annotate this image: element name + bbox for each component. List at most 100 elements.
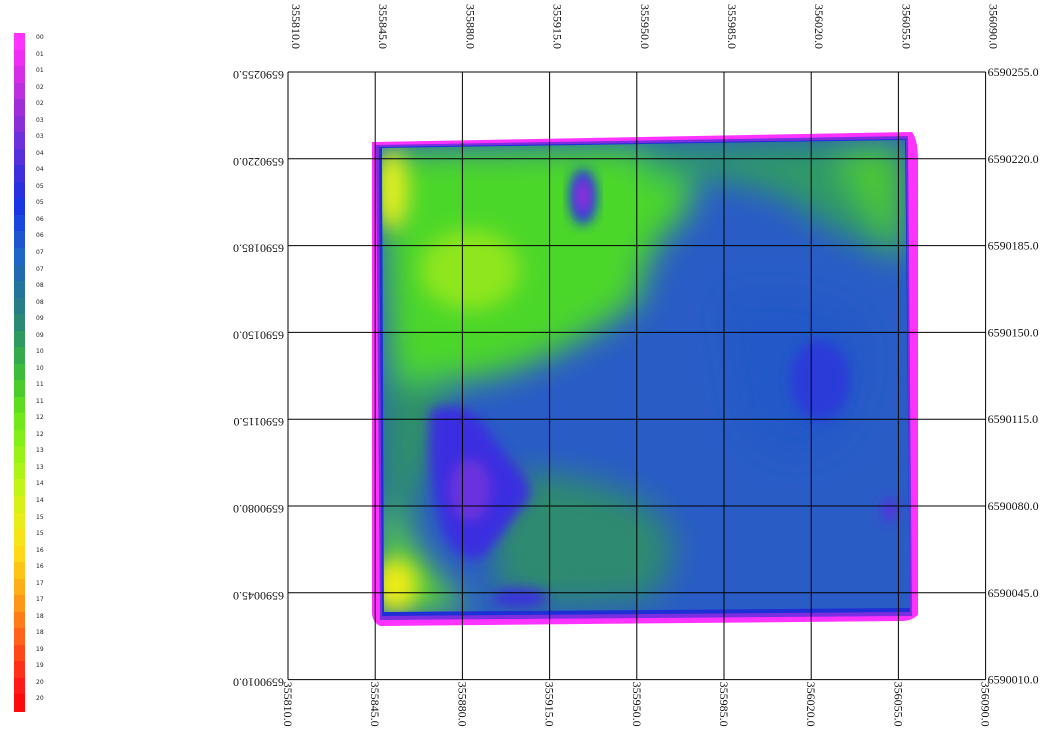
y-tick-label-left: 6590010.0 bbox=[233, 676, 284, 690]
legend-swatch bbox=[14, 165, 25, 183]
legend-swatch bbox=[14, 578, 25, 596]
legend-label: 03 bbox=[36, 133, 44, 141]
legend-label: 11 bbox=[36, 381, 44, 389]
legend-label: 01 bbox=[36, 50, 44, 58]
legend-label: 05 bbox=[36, 182, 44, 190]
legend-swatch bbox=[14, 148, 25, 166]
legend-swatch bbox=[14, 545, 25, 563]
color-legend: 00 01 01 02 02 03 03 04 04 05 05 06 06 07 07 08 08 09 09 10… bbox=[14, 33, 54, 712]
legend-label: 15 bbox=[36, 530, 44, 538]
legend-label: 17 bbox=[36, 596, 44, 604]
legend-label: 20 bbox=[36, 678, 44, 686]
x-tick-label-bottom: 355985.0 bbox=[717, 682, 731, 727]
legend-swatch bbox=[14, 214, 25, 233]
legend-label: 02 bbox=[36, 100, 44, 108]
y-tick-label-left: 6590185.0 bbox=[233, 242, 284, 256]
x-tick-label-bottom: 355950.0 bbox=[630, 682, 644, 727]
legend-swatch bbox=[14, 363, 25, 381]
y-tick-label-right: 6590255.0 bbox=[988, 65, 1039, 79]
y-tick-label-left: 6590115.0 bbox=[233, 415, 284, 429]
y-tick-label-left: 6590150.0 bbox=[233, 328, 284, 342]
legend-swatch bbox=[14, 330, 25, 348]
legend-swatch bbox=[14, 247, 25, 266]
legend-swatch bbox=[14, 661, 25, 679]
x-tick-label-top: 355915.0 bbox=[551, 4, 565, 49]
legend-swatch bbox=[14, 595, 25, 613]
legend-label: 09 bbox=[36, 331, 44, 339]
y-tick-label-right: 6590220.0 bbox=[988, 152, 1039, 166]
legend-label: 16 bbox=[36, 563, 44, 571]
x-tick-label-top: 355985.0 bbox=[725, 4, 739, 49]
legend-label: 13 bbox=[36, 463, 44, 471]
legend-label: 19 bbox=[36, 662, 44, 670]
legend-label: 01 bbox=[36, 67, 44, 75]
x-tick-label-bottom: 355845.0 bbox=[368, 682, 382, 727]
legend-swatch bbox=[14, 132, 25, 150]
x-tick-label-bottom: 356055.0 bbox=[891, 682, 905, 727]
x-tick-label-bottom: 355810.0 bbox=[281, 682, 295, 727]
legend-label: 07 bbox=[36, 248, 44, 256]
legend-label: 08 bbox=[36, 298, 44, 306]
y-tick-label-right: 6590150.0 bbox=[988, 325, 1039, 339]
legend-swatch bbox=[14, 529, 25, 547]
legend-label: 18 bbox=[36, 629, 44, 637]
legend-swatch bbox=[14, 115, 25, 133]
legend-swatch bbox=[14, 281, 25, 299]
y-tick-label-left: 6590255.0 bbox=[233, 68, 284, 82]
y-tick-label-right: 6590045.0 bbox=[988, 586, 1039, 600]
low-yield-patch-n bbox=[569, 169, 597, 225]
legend-swatch bbox=[14, 380, 25, 398]
legend-label: 13 bbox=[36, 447, 44, 455]
axis-labels: 355810.0 355810.0 355845.0 355845.0 355880.0… bbox=[233, 4, 1039, 727]
legend-swatch bbox=[14, 694, 25, 712]
legend-label: 00 bbox=[36, 34, 44, 41]
legend-label: 12 bbox=[36, 430, 44, 438]
x-tick-label-top: 355810.0 bbox=[289, 4, 303, 49]
legend-swatch bbox=[14, 198, 25, 216]
map-grid bbox=[287, 71, 987, 681]
x-tick-label-top: 356090.0 bbox=[987, 4, 1001, 49]
yield-heatmap bbox=[372, 132, 918, 626]
x-tick-label-top: 355950.0 bbox=[638, 4, 652, 49]
x-tick-label-top: 356055.0 bbox=[899, 4, 913, 49]
legend-label: 05 bbox=[36, 199, 44, 207]
legend-swatch bbox=[14, 644, 25, 662]
legend-label: 10 bbox=[36, 348, 44, 356]
legend-swatch bbox=[14, 446, 25, 464]
legend-label: 17 bbox=[36, 579, 44, 587]
legend-label: 07 bbox=[36, 265, 44, 273]
legend-label: 19 bbox=[36, 645, 44, 653]
legend-swatch bbox=[14, 496, 25, 514]
legend-label: 03 bbox=[36, 116, 44, 124]
legend-swatch bbox=[14, 33, 25, 51]
legend-label: 18 bbox=[36, 612, 44, 620]
legend-swatch bbox=[14, 347, 25, 365]
legend-swatch bbox=[14, 628, 25, 646]
legend-swatch bbox=[14, 181, 25, 199]
legend-swatch bbox=[14, 99, 25, 117]
legend-swatch bbox=[14, 264, 25, 282]
legend-swatch bbox=[14, 512, 25, 530]
legend-label: 14 bbox=[36, 480, 44, 488]
legend-label: 15 bbox=[36, 513, 44, 521]
legend-label: 14 bbox=[36, 497, 44, 505]
legend-swatch bbox=[14, 297, 25, 315]
legend-swatch bbox=[14, 562, 25, 580]
y-tick-label-left: 6590220.0 bbox=[233, 155, 284, 169]
legend-label: 04 bbox=[36, 149, 44, 157]
legend-swatch bbox=[14, 66, 25, 84]
legend-label: 11 bbox=[36, 397, 44, 405]
legend-swatch bbox=[14, 677, 25, 696]
y-tick-label-right: 6590185.0 bbox=[988, 239, 1039, 253]
legend-swatch bbox=[14, 413, 25, 431]
legend-swatch bbox=[14, 314, 25, 332]
y-tick-label-right: 6590010.0 bbox=[988, 673, 1039, 687]
y-tick-label-left: 6590045.0 bbox=[233, 589, 284, 603]
legend-swatch bbox=[14, 429, 25, 447]
legend-label: 16 bbox=[36, 546, 44, 554]
legend-swatch bbox=[14, 49, 25, 67]
x-tick-label-top: 355880.0 bbox=[463, 4, 477, 49]
legend-label: 09 bbox=[36, 315, 44, 323]
legend-label: 20 bbox=[36, 695, 44, 703]
